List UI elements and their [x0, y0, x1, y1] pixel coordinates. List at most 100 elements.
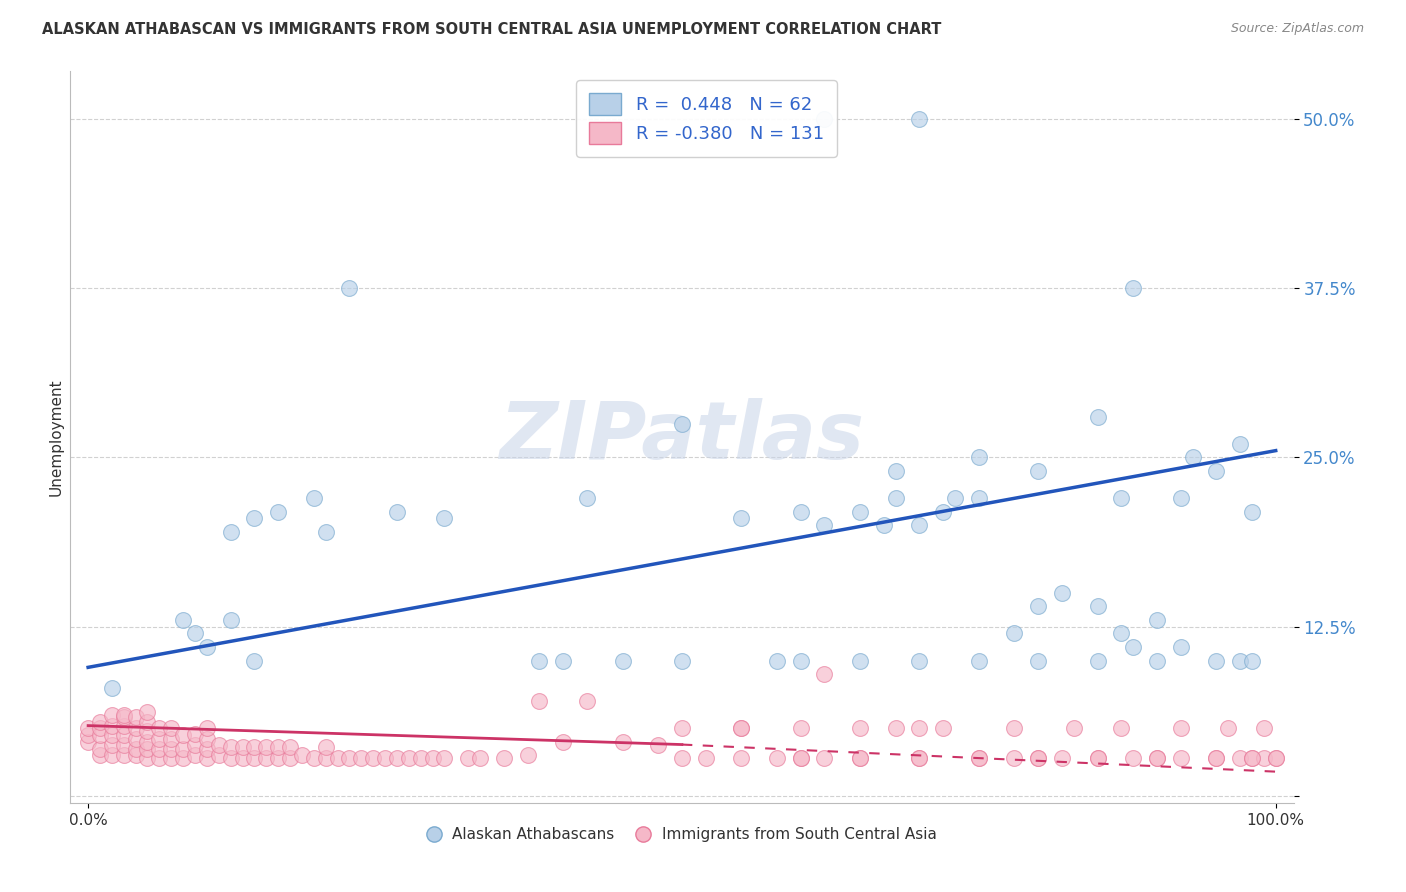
Point — [148, 741, 170, 756]
Point — [849, 654, 872, 668]
Point — [849, 751, 872, 765]
Point — [77, 721, 100, 735]
Point — [789, 751, 811, 765]
Point — [730, 511, 752, 525]
Point — [291, 748, 314, 763]
Point — [1111, 626, 1133, 640]
Point — [1240, 505, 1263, 519]
Point — [932, 721, 955, 735]
Point — [337, 281, 360, 295]
Point — [148, 732, 170, 747]
Point — [1240, 751, 1263, 765]
Point — [89, 714, 111, 729]
Point — [967, 751, 990, 765]
Point — [374, 751, 396, 765]
Point — [409, 751, 432, 765]
Point — [219, 751, 242, 765]
Point — [315, 740, 337, 755]
Legend: Alaskan Athabascans, Immigrants from South Central Asia: Alaskan Athabascans, Immigrants from Sou… — [420, 820, 943, 850]
Point — [1026, 751, 1049, 765]
Point — [195, 741, 218, 756]
Point — [1087, 654, 1109, 668]
Point — [219, 613, 242, 627]
Point — [1026, 464, 1049, 478]
Point — [89, 741, 111, 756]
Point — [195, 721, 218, 735]
Point — [1170, 640, 1192, 654]
Point — [908, 518, 931, 533]
Point — [1087, 751, 1109, 765]
Point — [337, 751, 360, 765]
Point — [457, 751, 479, 765]
Point — [1087, 409, 1109, 424]
Point — [148, 721, 170, 735]
Point — [1122, 751, 1144, 765]
Point — [1170, 721, 1192, 735]
Point — [136, 724, 159, 739]
Point — [1087, 599, 1109, 614]
Point — [529, 654, 551, 668]
Point — [908, 654, 931, 668]
Point — [184, 748, 207, 763]
Point — [278, 740, 301, 755]
Point — [243, 740, 266, 755]
Point — [278, 751, 301, 765]
Point — [160, 751, 183, 765]
Point — [184, 727, 207, 741]
Point — [101, 748, 124, 763]
Point — [172, 613, 194, 627]
Point — [1205, 464, 1227, 478]
Point — [231, 751, 253, 765]
Point — [195, 751, 218, 765]
Point — [908, 721, 931, 735]
Point — [908, 112, 931, 126]
Point — [254, 751, 277, 765]
Point — [575, 694, 598, 708]
Point — [433, 511, 456, 525]
Point — [671, 721, 693, 735]
Point — [1146, 751, 1168, 765]
Point — [385, 505, 408, 519]
Point — [101, 681, 124, 695]
Point — [172, 728, 194, 742]
Point — [101, 738, 124, 752]
Y-axis label: Unemployment: Unemployment — [48, 378, 63, 496]
Point — [789, 721, 811, 735]
Point — [1146, 654, 1168, 668]
Point — [1240, 751, 1263, 765]
Point — [361, 751, 384, 765]
Point — [254, 740, 277, 755]
Point — [219, 524, 242, 539]
Point — [1122, 640, 1144, 654]
Point — [124, 721, 146, 735]
Point — [136, 714, 159, 729]
Point — [101, 707, 124, 722]
Point — [766, 654, 789, 668]
Text: ALASKAN ATHABASCAN VS IMMIGRANTS FROM SOUTH CENTRAL ASIA UNEMPLOYMENT CORRELATIO: ALASKAN ATHABASCAN VS IMMIGRANTS FROM SO… — [42, 22, 942, 37]
Point — [1063, 721, 1085, 735]
Point — [647, 738, 669, 752]
Point — [967, 654, 990, 668]
Point — [89, 721, 111, 735]
Point — [243, 511, 266, 525]
Point — [612, 735, 634, 749]
Point — [789, 654, 811, 668]
Point — [1218, 721, 1240, 735]
Point — [101, 718, 124, 732]
Point — [112, 718, 135, 732]
Point — [112, 738, 135, 752]
Point — [671, 417, 693, 431]
Point — [1111, 491, 1133, 505]
Point — [575, 491, 598, 505]
Point — [172, 751, 194, 765]
Point — [195, 640, 218, 654]
Point — [302, 491, 325, 505]
Point — [136, 751, 159, 765]
Point — [1205, 751, 1227, 765]
Point — [398, 751, 420, 765]
Point — [112, 710, 135, 724]
Point — [908, 751, 931, 765]
Point — [1170, 491, 1192, 505]
Point — [326, 751, 349, 765]
Point — [124, 748, 146, 763]
